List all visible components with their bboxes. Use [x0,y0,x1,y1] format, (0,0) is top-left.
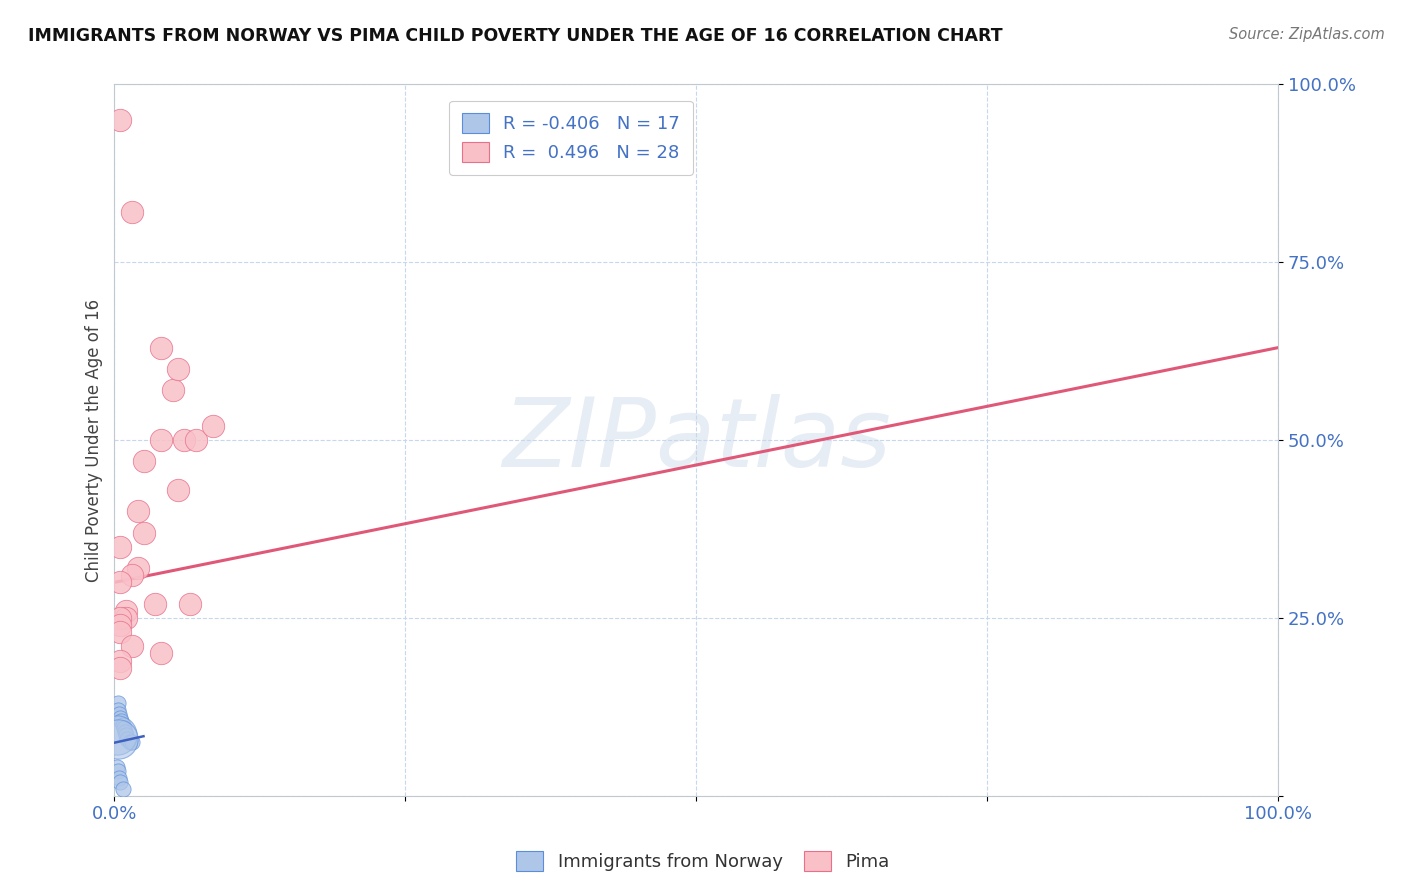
Point [121,735,143,749]
Y-axis label: Child Poverty Under the Age of 16: Child Poverty Under the Age of 16 [86,299,103,582]
Point [114,724,136,739]
Point [108,706,131,721]
Point [107,696,129,710]
Point [202,418,225,433]
Point [132,525,155,540]
Point [110,575,132,590]
Point [105,728,128,742]
Point [110,654,132,668]
Point [110,661,132,675]
Point [112,721,135,735]
Point [105,760,128,774]
Point [110,618,132,632]
Point [127,561,149,575]
Point [111,717,134,731]
Point [107,731,129,746]
Point [107,764,129,778]
Point [132,454,155,468]
Point [121,640,143,654]
Point [149,647,172,661]
Point [110,611,132,625]
Point [118,735,141,749]
Point [110,714,132,728]
Legend: Immigrants from Norway, Pima: Immigrants from Norway, Pima [509,844,897,879]
Point [110,710,132,724]
Point [121,568,143,582]
Point [110,774,132,789]
Point [167,483,190,497]
Point [149,433,172,447]
Point [143,597,166,611]
Text: IMMIGRANTS FROM NORWAY VS PIMA CHILD POVERTY UNDER THE AGE OF 16 CORRELATION CHA: IMMIGRANTS FROM NORWAY VS PIMA CHILD POV… [28,27,1002,45]
Point [149,341,172,355]
Point [108,771,131,785]
Point [167,362,190,376]
Point [127,504,149,518]
Text: ZIPatlas: ZIPatlas [502,393,891,487]
Point [115,611,138,625]
Point [173,433,195,447]
Point [110,113,132,128]
Point [107,703,129,717]
Text: Source: ZipAtlas.com: Source: ZipAtlas.com [1229,27,1385,42]
Point [162,384,184,398]
Point [179,597,201,611]
Point [115,728,138,742]
Point [111,781,134,796]
Point [110,625,132,640]
Point [121,205,143,219]
Point [115,604,138,618]
Point [184,433,207,447]
Legend: R = -0.406   N = 17, R =  0.496   N = 28: R = -0.406 N = 17, R = 0.496 N = 28 [450,101,693,175]
Point [115,731,138,746]
Point [110,540,132,554]
